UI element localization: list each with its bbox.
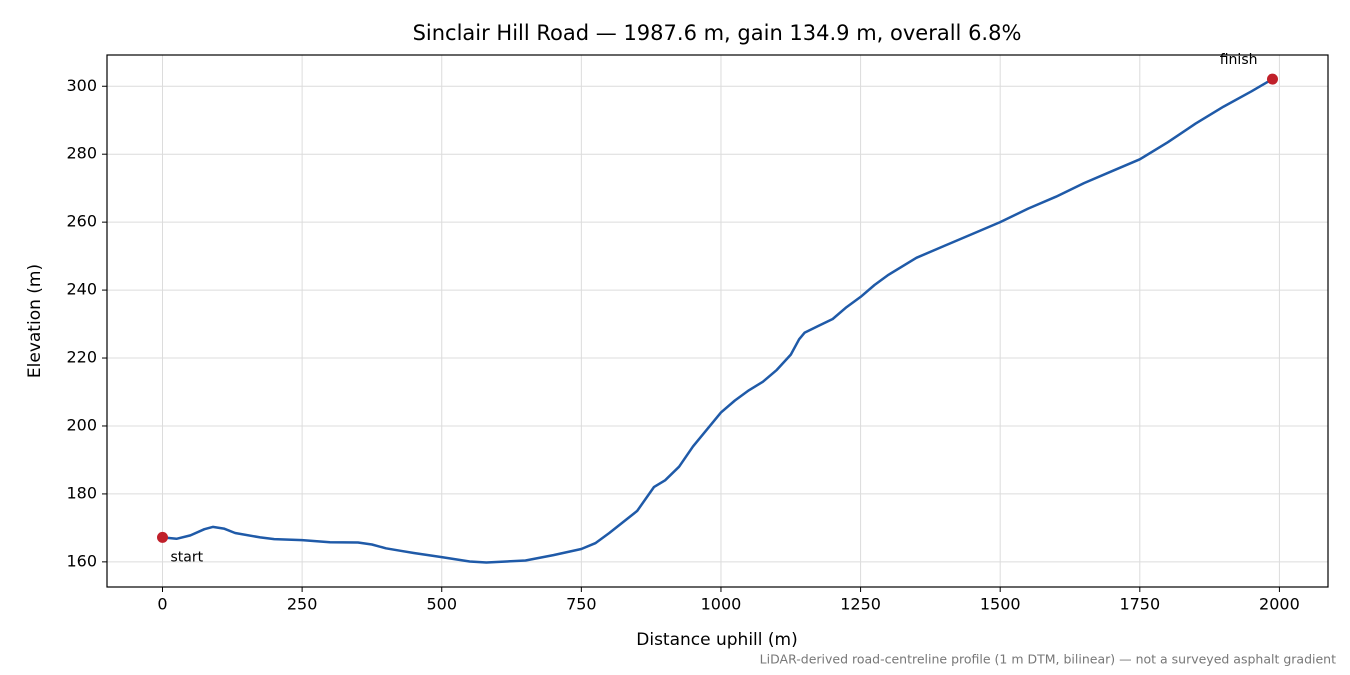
x-tick-label: 1250 — [840, 595, 881, 614]
endpoint-label: start — [171, 549, 204, 565]
y-tick-label: 260 — [66, 212, 97, 231]
y-tick-label: 220 — [66, 348, 97, 367]
chart-title: Sinclair Hill Road — 1987.6 m, gain 134.… — [413, 21, 1022, 45]
x-tick-label: 1500 — [980, 595, 1021, 614]
y-tick-label: 180 — [66, 483, 97, 502]
endpoint-marker — [157, 531, 169, 543]
y-tick-label: 300 — [66, 76, 97, 95]
y-tick-label: 160 — [66, 551, 97, 570]
profile-line — [162, 78, 1274, 564]
x-tick-label: 250 — [287, 595, 318, 614]
x-tick-label: 0 — [157, 595, 167, 614]
y-axis-label: Elevation (m) — [25, 264, 45, 378]
endpoint-label: finish — [1220, 52, 1258, 68]
x-tick-label: 500 — [426, 595, 457, 614]
y-tick-label: 280 — [66, 144, 97, 163]
endpoint-marker — [1266, 73, 1278, 85]
x-tick-label: 1750 — [1119, 595, 1160, 614]
x-tick-label: 1000 — [701, 595, 742, 614]
x-tick-label: 2000 — [1259, 595, 1300, 614]
x-tick-label: 750 — [566, 595, 597, 614]
plot-frame — [106, 54, 1329, 588]
y-tick-label: 200 — [66, 415, 97, 434]
footnote: LiDAR-derived road-centreline profile (1… — [760, 652, 1336, 667]
y-tick-label: 240 — [66, 280, 97, 299]
x-axis-label: Distance uphill (m) — [636, 630, 797, 650]
